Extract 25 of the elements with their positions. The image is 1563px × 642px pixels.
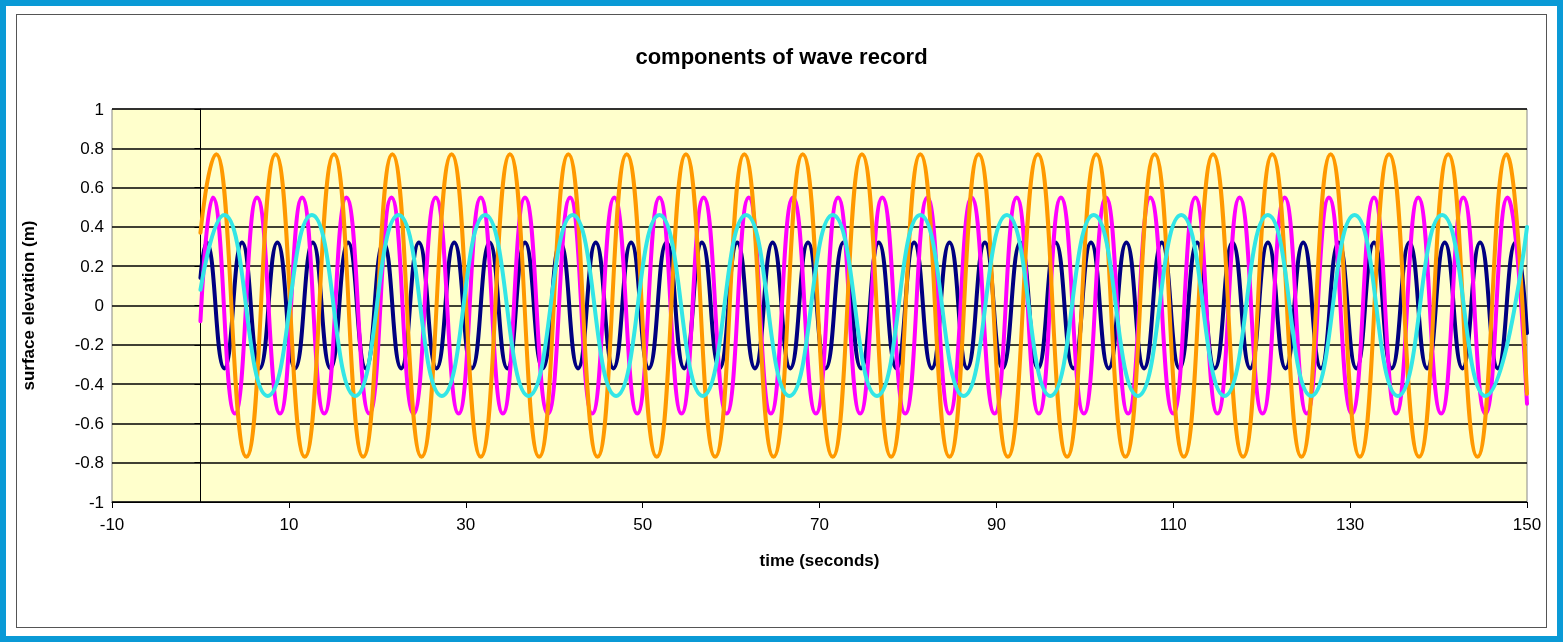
y-tick-label: -0.4 [74, 374, 104, 394]
x-tick-label: 110 [1159, 515, 1187, 534]
x-tick-label: 130 [1335, 515, 1365, 534]
x-tick-label: 150 [1512, 515, 1542, 534]
y-tick-label: 0.6 [80, 178, 104, 198]
x-tick-label: 70 [810, 515, 829, 534]
x-axis-title: time (seconds) [759, 551, 880, 570]
chart-title: components of wave record [635, 43, 928, 69]
x-tick-label: -10 [99, 515, 125, 534]
y-tick-label: 0 [94, 296, 104, 315]
x-tick-label: 50 [633, 515, 653, 534]
y-tick-label: -0.6 [74, 413, 104, 433]
y-tick-label: -0.2 [74, 335, 104, 355]
x-tick-label: 90 [986, 515, 1006, 534]
x-tick-label: 30 [456, 515, 476, 534]
y-tick-label: -1 [88, 492, 104, 512]
y-tick-label: 0.2 [80, 256, 104, 276]
y-tick-label: 1 [94, 99, 104, 119]
y-tick-label: 0.4 [80, 217, 104, 237]
y-tick-label: -0.8 [74, 453, 104, 473]
y-tick-label: 0.8 [80, 138, 104, 158]
line-series [198, 152, 1529, 459]
line-series [198, 213, 1529, 398]
y-axis-title: surface elevation (m) [19, 220, 38, 391]
x-tick-label: 10 [279, 515, 299, 534]
